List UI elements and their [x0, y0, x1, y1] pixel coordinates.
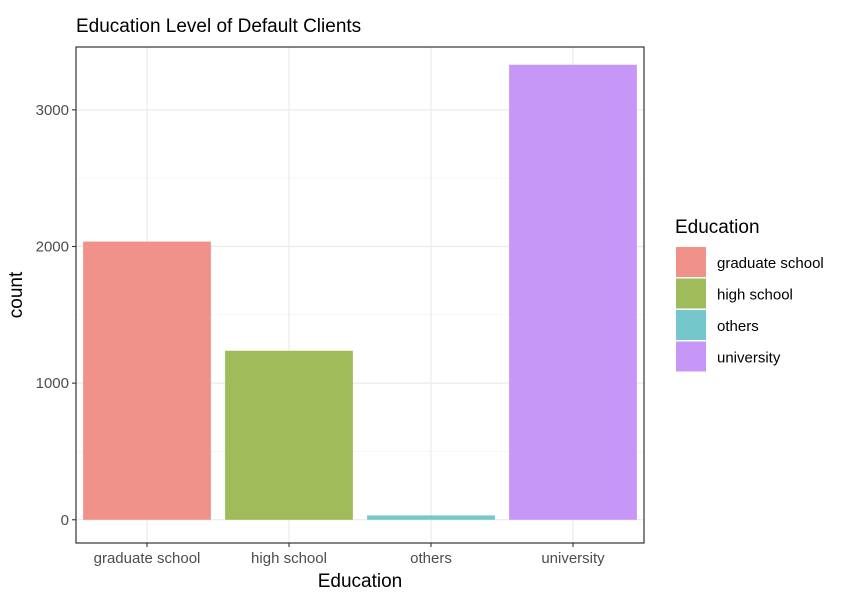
- x-axis: graduate school high school others universi…: [94, 543, 605, 567]
- legend-swatch: [676, 278, 706, 309]
- legend-label: university: [717, 350, 781, 367]
- x-tick-label: others: [410, 550, 452, 567]
- y-axis-title: count: [6, 271, 27, 318]
- y-tick-label: 1000: [36, 375, 69, 392]
- x-axis-title: Education: [318, 571, 403, 592]
- legend-title: Education: [675, 217, 760, 238]
- bars: [83, 64, 637, 520]
- x-tick-label: graduate school: [94, 550, 201, 567]
- legend-swatch: [676, 247, 706, 277]
- bar: [367, 515, 495, 520]
- legend-label: graduate school: [717, 255, 824, 272]
- y-tick-label: 0: [61, 512, 69, 529]
- bar: [225, 350, 353, 520]
- x-tick-label: high school: [251, 550, 327, 567]
- y-tick-label: 3000: [36, 102, 69, 119]
- bar: [83, 241, 211, 520]
- legend-label: others: [717, 318, 759, 335]
- y-axis: 0 1000 2000 3000: [36, 102, 76, 529]
- chart-title: Education Level of Default Clients: [76, 16, 361, 37]
- plot-border: [75, 46, 645, 544]
- bar: [509, 64, 637, 520]
- y-tick-label: 2000: [36, 238, 69, 255]
- legend: Education graduate school high school othe…: [675, 217, 824, 372]
- legend-label: high school: [717, 287, 793, 304]
- legend-swatch: [676, 341, 706, 372]
- x-tick-label: university: [541, 550, 605, 567]
- legend-swatch: [676, 310, 706, 340]
